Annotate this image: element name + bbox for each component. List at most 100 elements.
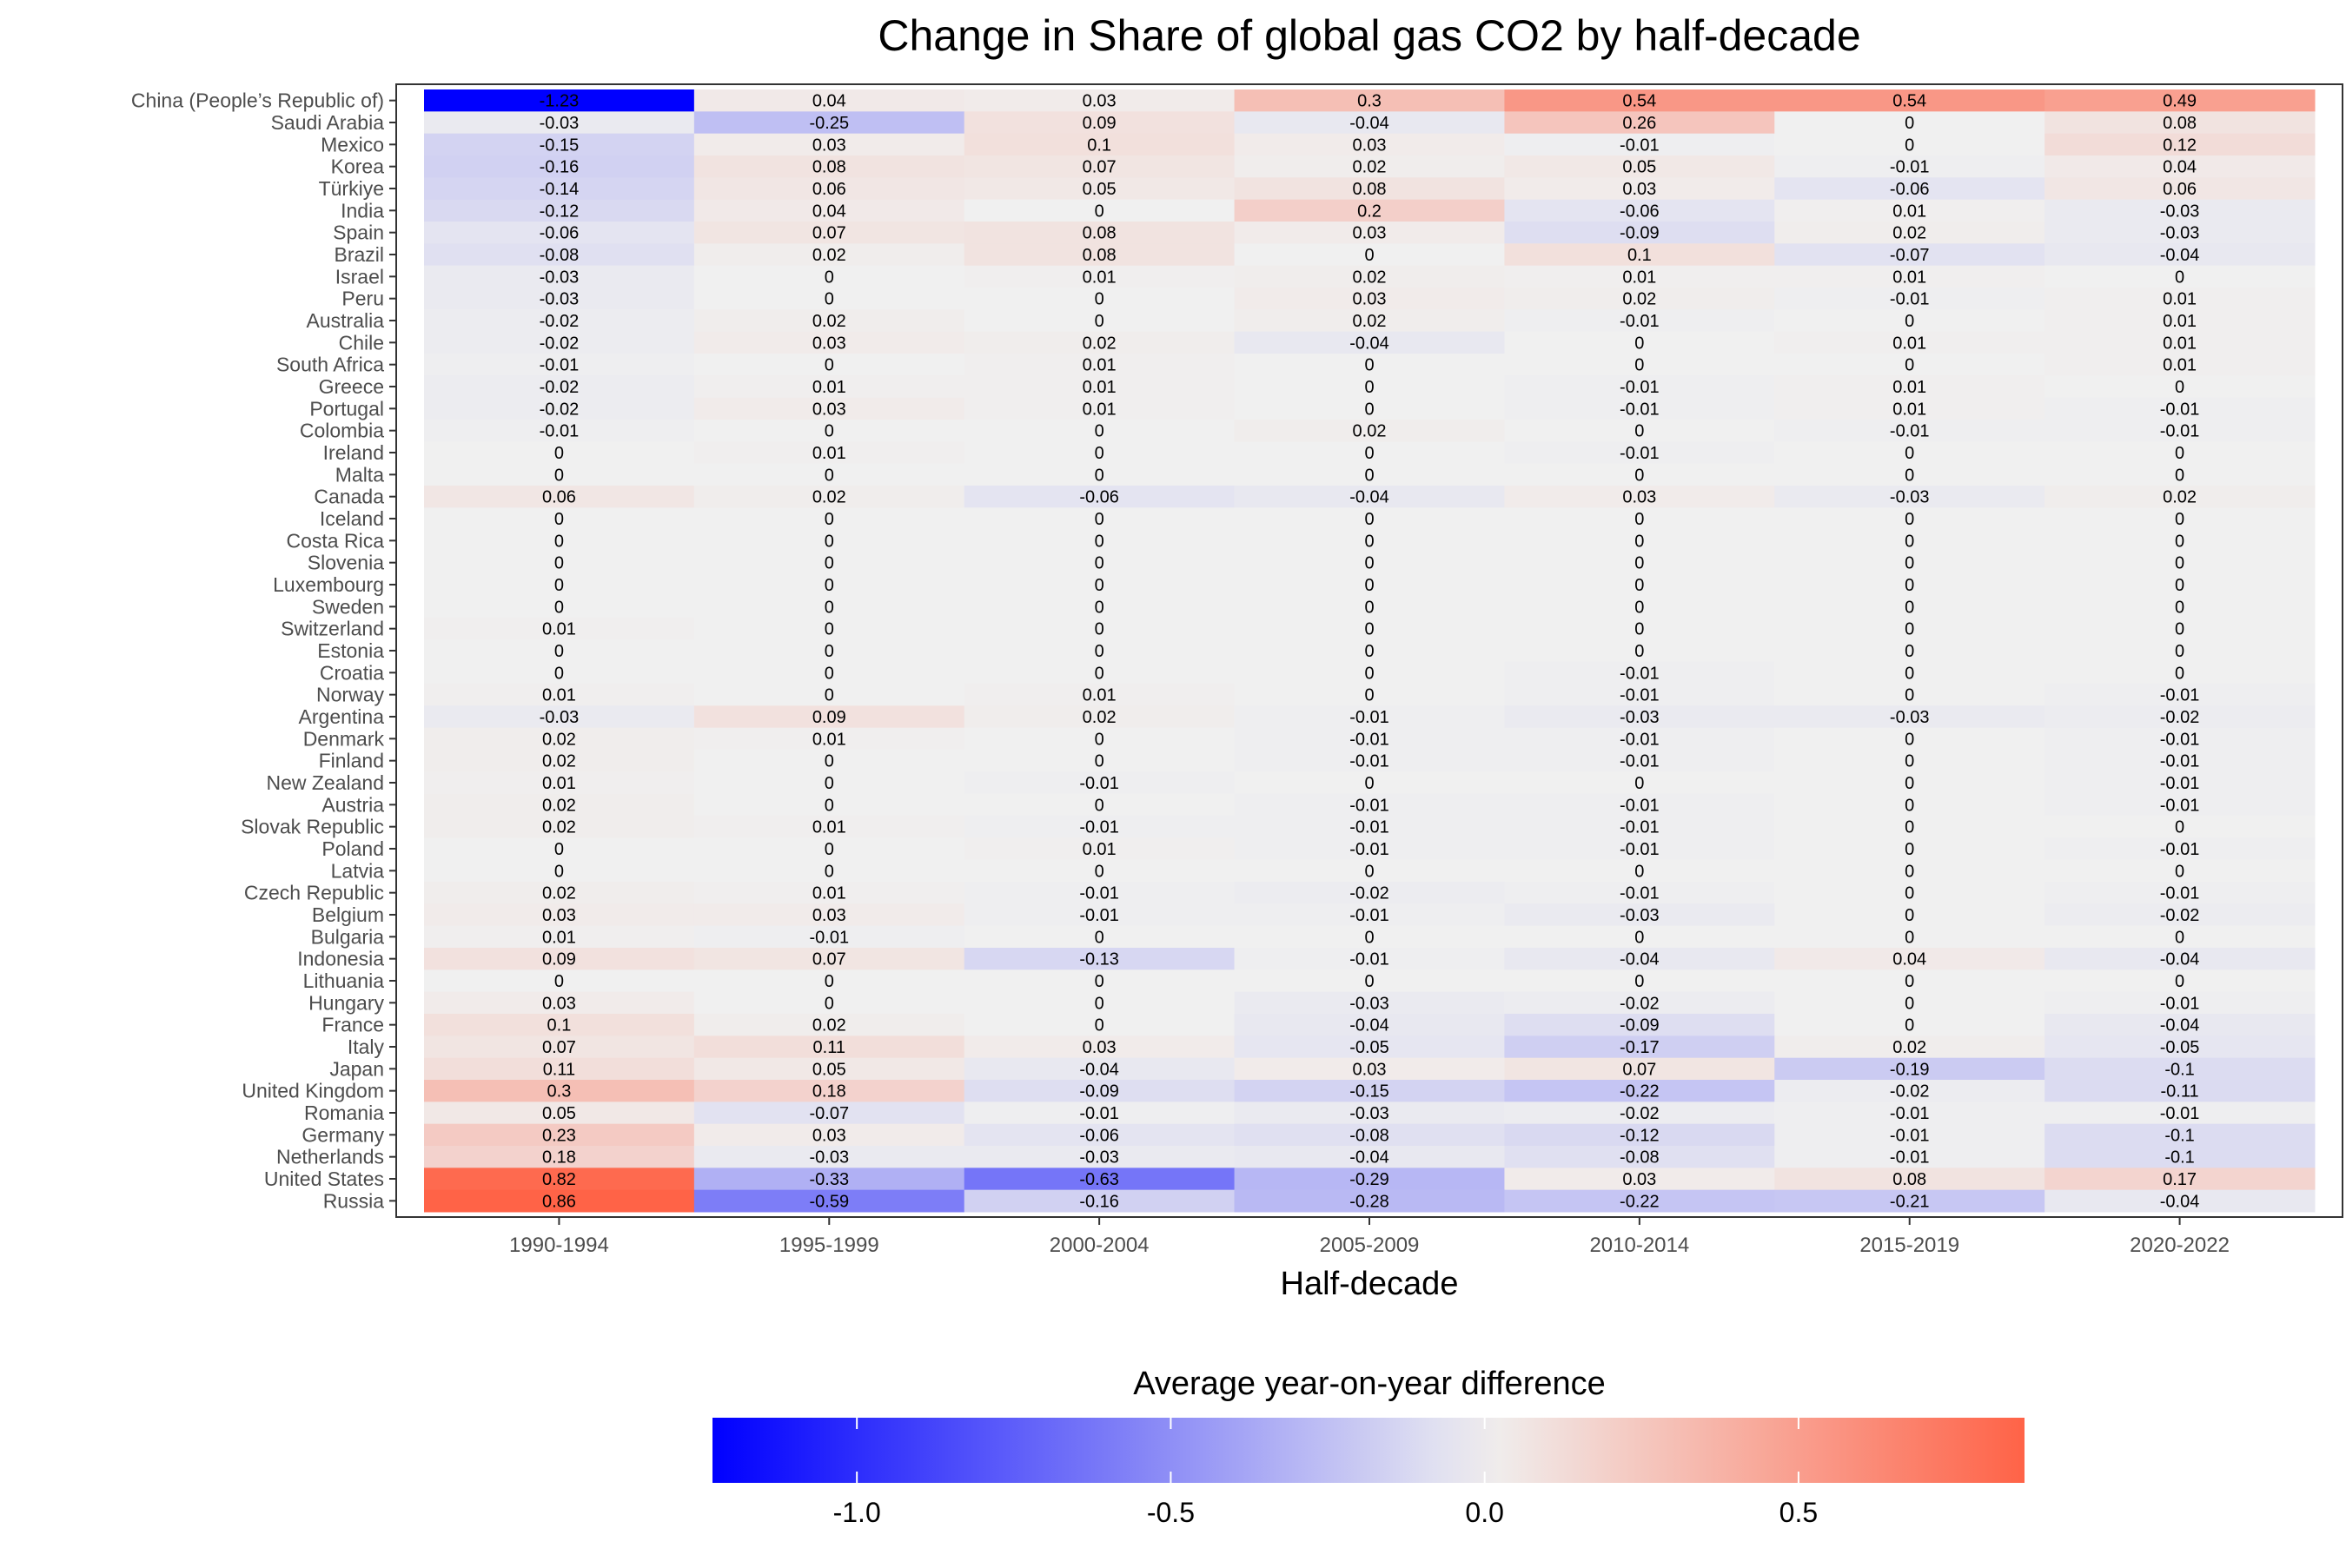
- heatmap-cell: [2044, 529, 2316, 552]
- heatmap-cell: [1774, 309, 2045, 333]
- legend-title: Average year-on-year difference: [1133, 1366, 1606, 1402]
- cell-value-label: -0.02: [2160, 708, 2200, 727]
- heatmap-cell: [1234, 1168, 1505, 1191]
- heatmap-cell: [424, 89, 695, 112]
- heatmap-cell: [1504, 199, 1775, 222]
- cell-value-label: 0: [1095, 202, 1104, 221]
- cell-value-label: -0.01: [1620, 136, 1660, 155]
- cell-value-label: -0.01: [2160, 1104, 2200, 1123]
- heatmap-cell: [1234, 288, 1505, 310]
- heatmap-cell: [2044, 133, 2316, 156]
- heatmap-cell: [424, 243, 695, 267]
- heatmap-cell: [1504, 1168, 1775, 1191]
- heatmap-cell: [424, 793, 695, 817]
- cell-value-label: 0: [1905, 642, 1914, 661]
- heatmap-cell: [1234, 486, 1505, 508]
- cell-value-label: 0: [1634, 576, 1644, 595]
- heatmap-cell: [693, 354, 965, 376]
- x-axis-title: Half-decade: [1281, 1266, 1459, 1302]
- heatmap-cell: [1504, 133, 1775, 156]
- cell-value-label: -0.01: [1349, 840, 1389, 859]
- heatmap-cell: [1504, 750, 1775, 772]
- x-axis-label: 2000-2004: [1050, 1234, 1150, 1257]
- cell-value-label: 0.54: [1892, 92, 1926, 111]
- cell-value-label: 0: [1905, 356, 1914, 375]
- cell-value-label: 0.06: [2163, 180, 2197, 199]
- cell-value-label: -0.08: [540, 246, 580, 265]
- cell-value-label: 0.03: [1622, 488, 1656, 507]
- heatmap-cell: [964, 155, 1236, 178]
- cell-value-label: 0: [554, 840, 564, 859]
- cell-value-label: 0: [825, 840, 834, 859]
- heatmap-cell: [693, 265, 965, 288]
- cell-value-label: -0.04: [1349, 1148, 1389, 1168]
- heatmap-cell: [964, 903, 1236, 927]
- heatmap-cell: [2044, 618, 2316, 640]
- heatmap-cell: [693, 727, 965, 751]
- heatmap-cell: [1504, 420, 1775, 442]
- heatmap-cell: [2044, 991, 2316, 1015]
- heatmap-cell: [1234, 177, 1505, 201]
- heatmap-cell: [424, 155, 695, 178]
- heatmap-cell: [1774, 1035, 2045, 1059]
- cell-value-label: 0: [2175, 554, 2184, 573]
- heatmap-cell: [1234, 573, 1505, 597]
- cell-value-label: 0: [2175, 532, 2184, 551]
- cell-value-label: 0: [1095, 312, 1104, 331]
- heatmap-cell: [1774, 397, 2045, 420]
- cell-value-label: 0: [1905, 972, 1914, 991]
- heatmap-cell: [2044, 771, 2316, 795]
- legend-tick-label: 0.0: [1465, 1497, 1503, 1528]
- cell-value-label: 0.01: [542, 686, 576, 705]
- cell-value-label: -0.01: [1620, 400, 1660, 419]
- legend-colorbar: [712, 1418, 2025, 1483]
- cell-value-label: 0.02: [1892, 1038, 1926, 1057]
- heatmap-cell: [1774, 1189, 2045, 1213]
- heatmap-cell: [1504, 859, 1775, 883]
- cell-value-label: 0.08: [1083, 246, 1117, 265]
- cell-value-label: -0.02: [1349, 884, 1389, 903]
- heatmap-cell: [693, 331, 965, 354]
- heatmap-cell: [1234, 816, 1505, 838]
- heatmap-cell: [1234, 1189, 1505, 1213]
- heatmap-cell: [1774, 420, 2045, 442]
- heatmap-cell: [424, 199, 695, 222]
- heatmap-cell: [1774, 331, 2045, 354]
- heatmap-cell: [2044, 1123, 2316, 1147]
- cell-value-label: -0.33: [809, 1170, 849, 1189]
- cell-value-label: -0.01: [1890, 1148, 1930, 1168]
- cell-value-label: -0.01: [1620, 884, 1660, 903]
- cell-value-label: 0.02: [1083, 334, 1117, 353]
- heatmap-cell: [964, 309, 1236, 333]
- heatmap-cell: [424, 133, 695, 156]
- heatmap-cell: [1234, 243, 1505, 267]
- cell-value-label: 0: [1634, 510, 1644, 529]
- cell-value-label: 0: [1364, 554, 1374, 573]
- cell-value-label: -0.01: [1349, 730, 1389, 749]
- cell-value-label: -0.06: [540, 224, 580, 243]
- heatmap-cell: [1774, 991, 2045, 1015]
- cell-value-label: 0: [1364, 686, 1374, 705]
- cell-value-label: -0.15: [540, 136, 580, 155]
- cell-value-label: -0.09: [1079, 1082, 1119, 1102]
- heatmap-cell: [693, 837, 965, 861]
- heatmap-cell: [1504, 705, 1775, 729]
- heatmap-cell: [1234, 1014, 1505, 1036]
- heatmap-cell: [693, 133, 965, 156]
- heatmap-cell: [2044, 177, 2316, 201]
- heatmap-cell: [693, 816, 965, 838]
- cell-value-label: 0.18: [542, 1148, 576, 1168]
- y-axis-label: United Kingdom: [242, 1080, 384, 1102]
- heatmap-cell: [1504, 111, 1775, 135]
- cell-value-label: 0.03: [1353, 1060, 1387, 1079]
- heatmap-cell: [1234, 354, 1505, 376]
- heatmap-cell: [1234, 793, 1505, 817]
- heatmap-cell: [1234, 618, 1505, 640]
- y-axis-label: Mexico: [321, 133, 384, 155]
- cell-value-label: -0.28: [1349, 1192, 1389, 1211]
- cell-value-label: 0: [825, 686, 834, 705]
- legend-tick-label: -0.5: [1147, 1497, 1195, 1528]
- heatmap-cell: [2044, 1057, 2316, 1081]
- heatmap-cell: [2044, 1146, 2316, 1168]
- cell-value-label: 0: [2175, 444, 2184, 463]
